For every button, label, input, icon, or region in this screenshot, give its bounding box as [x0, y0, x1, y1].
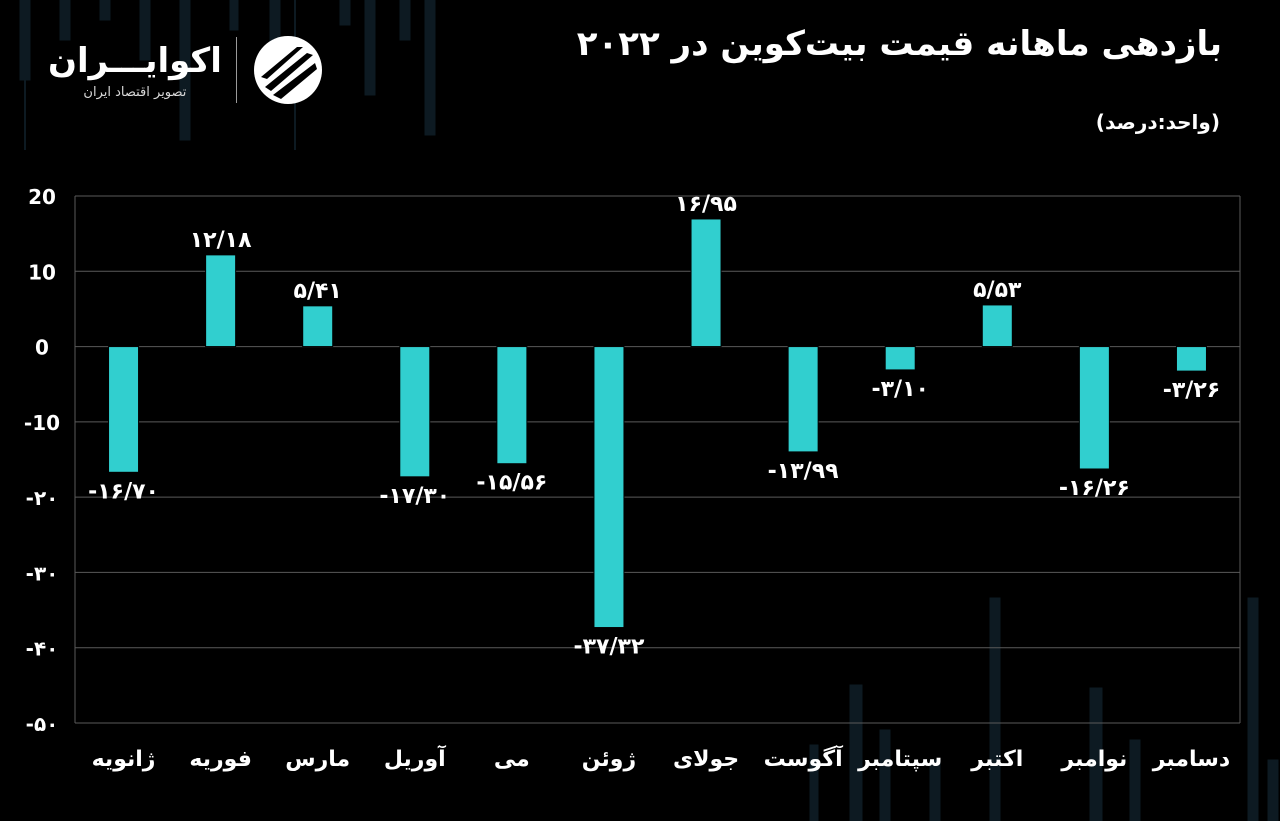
y-tick-label: -10: [24, 411, 60, 435]
bar: [690, 218, 722, 348]
bar: [205, 254, 237, 348]
data-label: -۱۵/۵۶: [476, 471, 547, 496]
data-label: -۳۷/۳۲: [574, 635, 645, 660]
bar: [787, 346, 819, 453]
bar: [593, 346, 625, 629]
bar: [496, 346, 528, 465]
y-tick-label: -۲۰: [26, 486, 59, 510]
brand: اکوایـــران تصویر اقتصاد ایران: [48, 30, 325, 110]
x-tick-label: نوامبر: [1060, 747, 1127, 772]
brand-text: اکوایـــران تصویر اقتصاد ایران: [48, 41, 222, 100]
x-tick-label: می: [494, 747, 530, 772]
y-tick-label: 10: [28, 260, 56, 284]
x-tick-label: اکتبر: [970, 747, 1023, 772]
y-tick-label: 0: [35, 336, 49, 360]
bar: [1078, 346, 1110, 470]
x-tick-label: ژوئن: [582, 747, 636, 772]
bar: [884, 346, 916, 371]
bar: [981, 304, 1013, 348]
x-tick-label: ژانویه: [92, 747, 156, 772]
x-tick-label: فوریه: [189, 747, 251, 772]
bar: [399, 346, 431, 478]
x-tick-label: آوریل: [384, 744, 446, 772]
data-label: ۵/۵۳: [973, 278, 1022, 303]
data-label: -۳/۲۶: [1163, 378, 1220, 403]
unit-label: (واحد:درصد): [1095, 110, 1220, 134]
x-tick-label: دسامبر: [1152, 747, 1230, 772]
bar: [108, 346, 140, 473]
data-label: -۱۶/۷۰: [88, 479, 159, 504]
data-label: ۵/۴۱: [294, 279, 342, 304]
x-tick-label: آگوست: [764, 744, 844, 772]
brand-logo-icon: [253, 36, 322, 104]
x-tick-label: مارس: [285, 747, 350, 772]
x-tick-label: جولای: [673, 747, 739, 772]
y-tick-label: -۴۰: [26, 637, 59, 661]
data-label: -۱۷/۳۰: [379, 484, 450, 509]
brand-tagline: تصویر اقتصاد ایران: [83, 84, 187, 100]
bar: [1175, 346, 1207, 372]
y-tick-label: -۵۰: [26, 712, 59, 736]
data-label: -۱۶/۲۶: [1059, 476, 1130, 501]
x-tick-label: سپتامبر: [857, 747, 942, 772]
y-tick-label: -۳۰: [26, 561, 59, 585]
chart-title: بازدهی ماهانه قیمت بیت‌کوین در ۲۰۲۲: [576, 24, 1222, 64]
brand-divider: [235, 37, 237, 103]
bar: [302, 305, 334, 348]
data-label: ۱۲/۱۸: [190, 228, 252, 253]
data-label: -۳/۱۰: [871, 377, 928, 402]
data-label: -۱۳/۹۹: [768, 459, 839, 484]
y-tick-label: 20: [28, 185, 56, 209]
brand-name: اکوایـــران: [48, 40, 222, 81]
data-label: ۱۶/۹۵: [675, 192, 737, 217]
